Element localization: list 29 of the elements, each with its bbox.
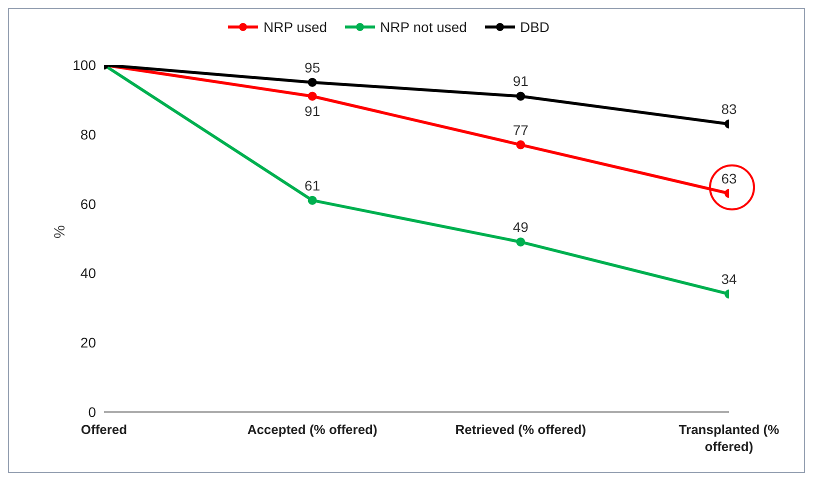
x-tick-label: Offered xyxy=(80,422,128,437)
point xyxy=(308,78,317,87)
data-label: 83 xyxy=(721,100,737,117)
y-tick-label: 40 xyxy=(80,265,96,282)
legend-label: NRP used xyxy=(262,19,328,35)
y-tick-label: 60 xyxy=(80,196,96,212)
point xyxy=(516,140,526,150)
y-tick-label: 0 xyxy=(88,404,96,420)
data-label: 34 xyxy=(721,271,737,288)
data-label: 63 xyxy=(721,170,737,186)
legend-label: DBD xyxy=(518,19,550,35)
point xyxy=(516,237,526,246)
y-axis-title: % xyxy=(51,225,68,238)
data-label: 77 xyxy=(512,122,529,138)
x-tick-label: Retrieved (% offered) xyxy=(455,422,586,437)
x-tick-label: Transplanted (% offered) xyxy=(678,422,780,454)
legend-label: NRP not used xyxy=(379,19,467,35)
y-tick-label: 80 xyxy=(80,126,96,142)
y-tick-label: 20 xyxy=(80,334,96,351)
y-tick-label: 100 xyxy=(72,56,96,73)
point xyxy=(308,92,317,101)
data-label: 95 xyxy=(304,59,320,76)
data-label: 61 xyxy=(304,177,320,194)
data-label: 49 xyxy=(512,218,529,235)
point xyxy=(308,196,317,205)
data-label: 91 xyxy=(304,103,320,120)
data-label: 91 xyxy=(512,73,529,90)
x-tick-label: Accepted (% offered) xyxy=(247,422,378,437)
point xyxy=(516,92,526,101)
